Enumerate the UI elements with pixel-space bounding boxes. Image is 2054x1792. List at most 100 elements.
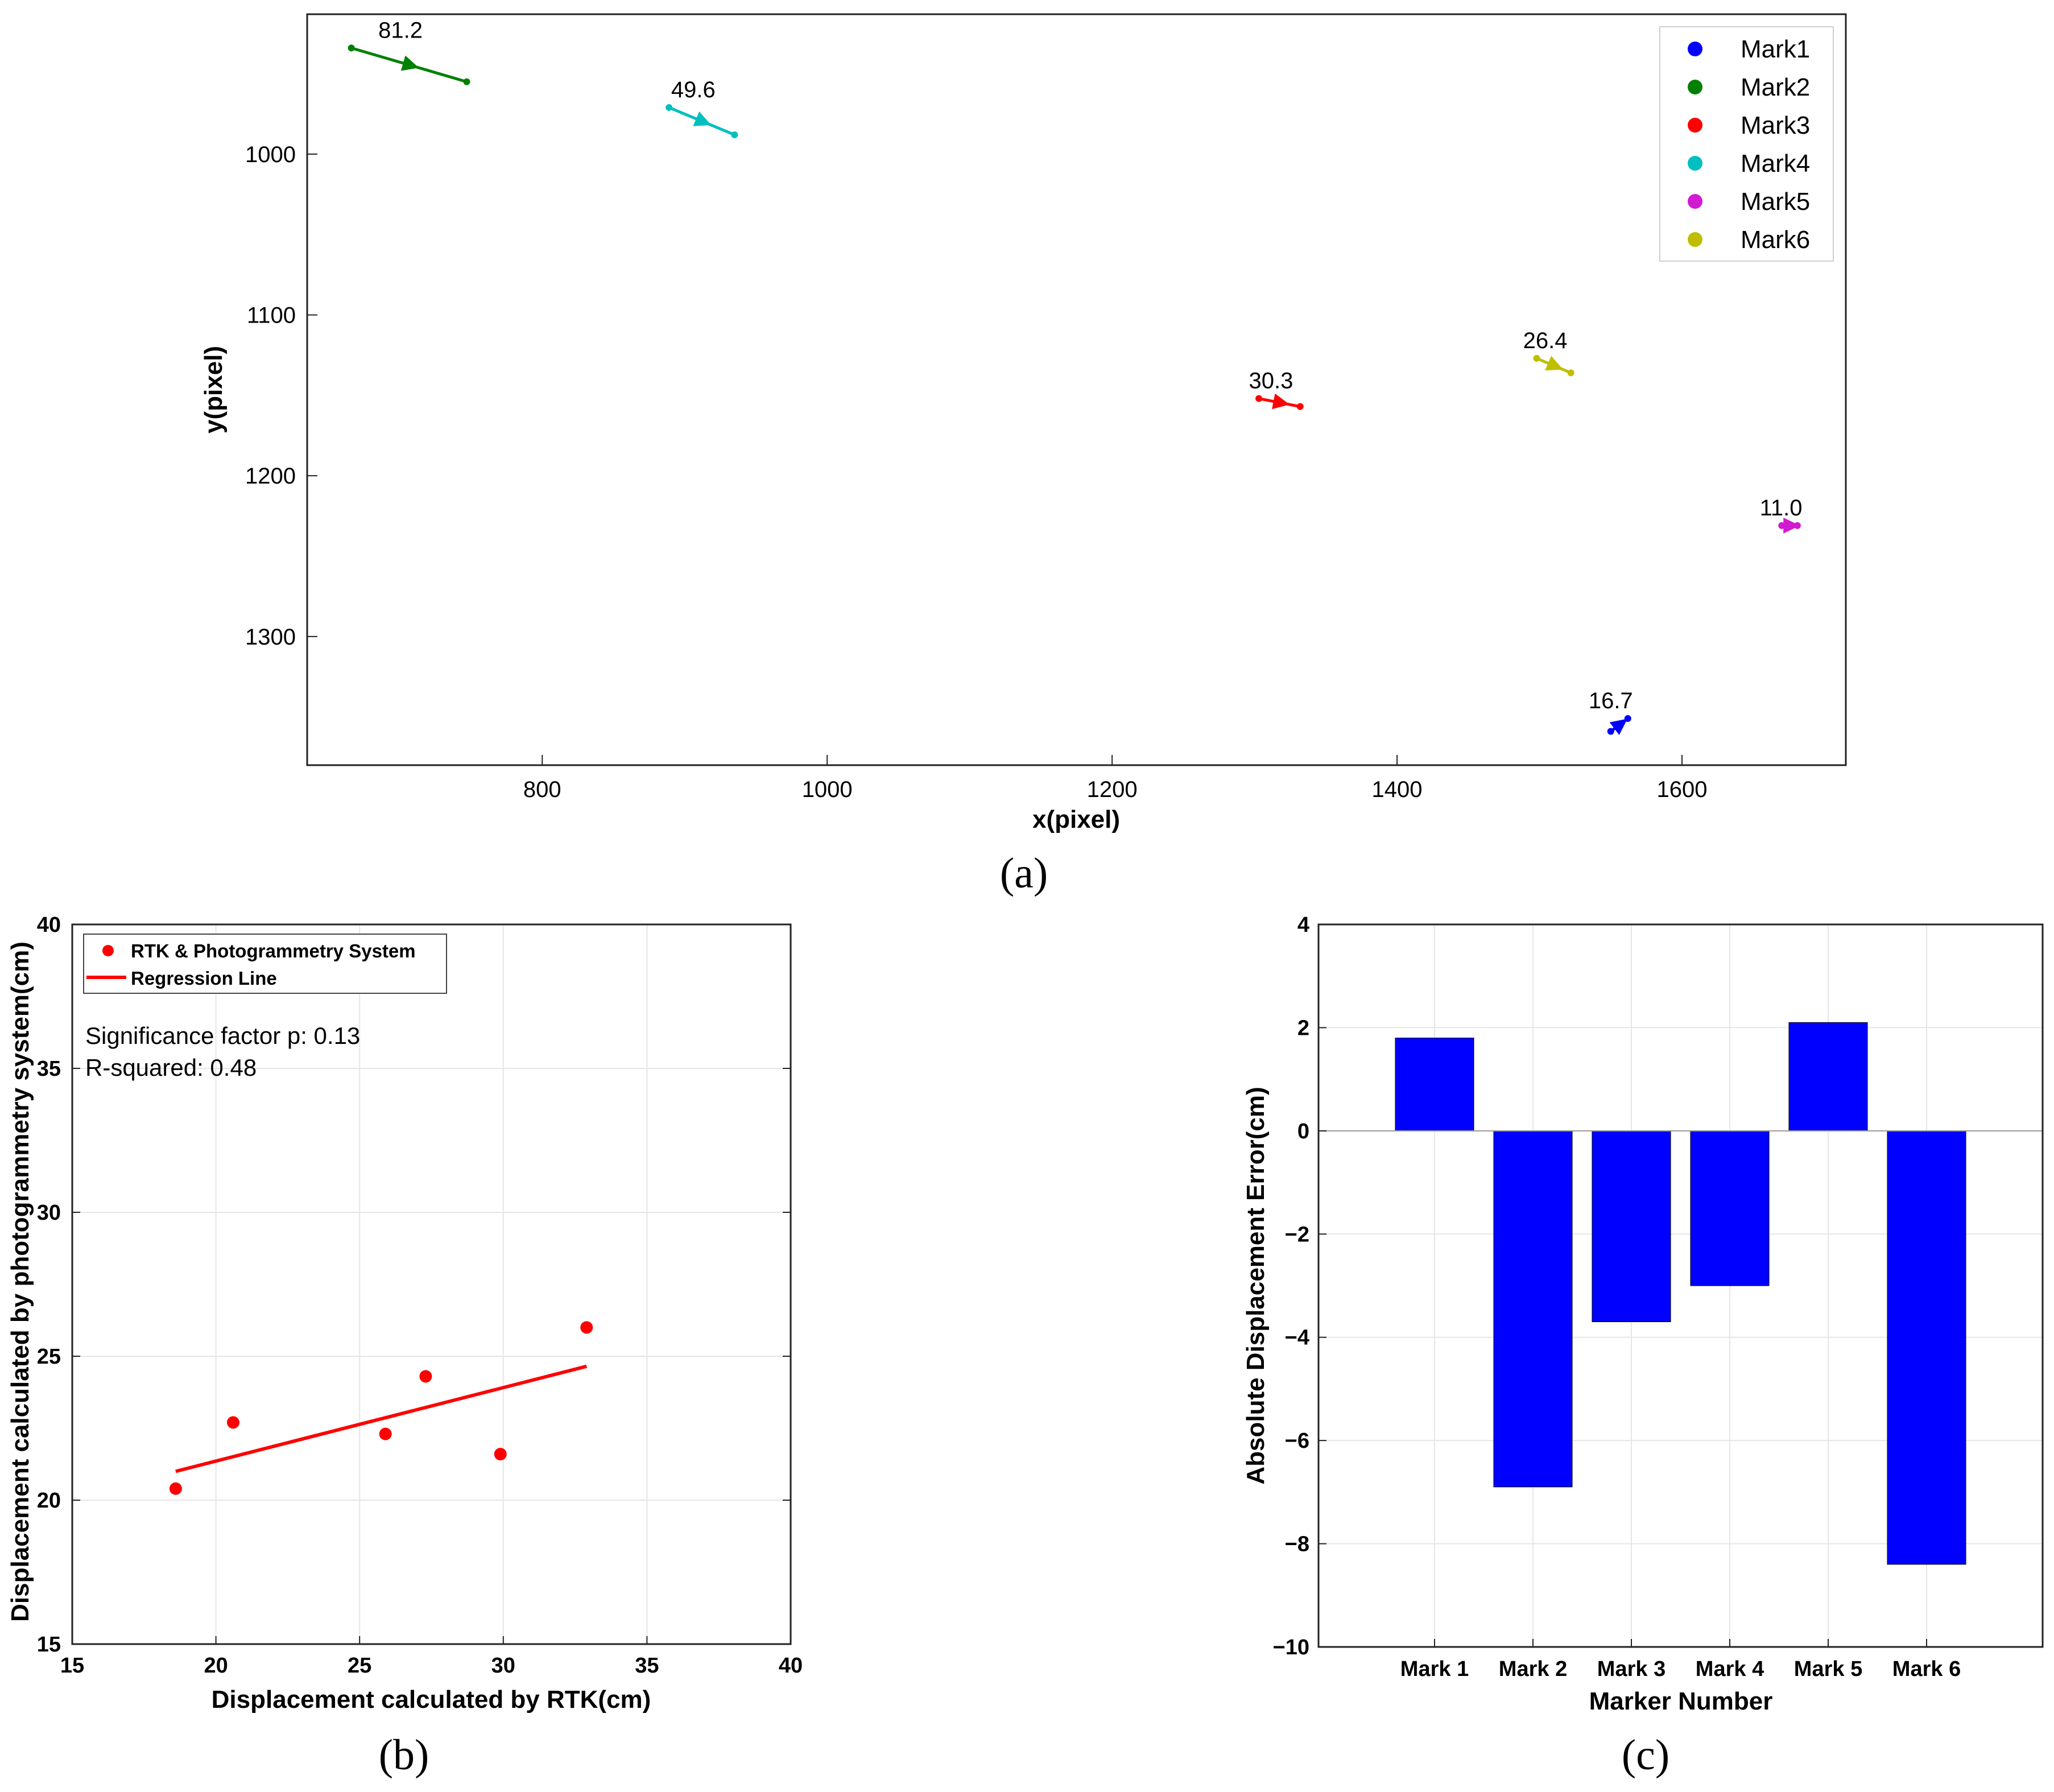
panel-a-scatter-plot: 800 1000 1200 1400 1600 1000 1100 1200 1300 16.7…: [200, 13, 1847, 897]
panel-b-legend-point-marker: [102, 945, 114, 956]
legend-marker-mark4: [1688, 156, 1702, 171]
data-point: [580, 1321, 593, 1334]
bar-3: [1592, 1130, 1671, 1323]
legend-marker-mark3: [1688, 118, 1702, 133]
panel-a-plot-frame: [306, 13, 1847, 766]
panel-b-plot-frame: [72, 924, 791, 1644]
vector-start-point: [666, 104, 673, 111]
panel-c-y-tick-label: 4: [1297, 913, 1309, 937]
vector-magnitude-label: 11.0: [1760, 496, 1803, 521]
panel-a-y-tick-label: 1000: [245, 142, 296, 167]
panel-a-y-axis-label: y(pixel): [200, 346, 228, 433]
panel-b-legend: RTK & Photogrammetry System Regression L…: [83, 934, 447, 994]
panel-b-y-tick-label: 20: [37, 1489, 61, 1513]
panel-b-x-tick-label: 15: [60, 1654, 84, 1678]
vector-start-point: [1533, 354, 1540, 362]
panel-c-bars: [1395, 1022, 1966, 1565]
panel-b-y-tick-label: 15: [37, 1633, 61, 1657]
panel-b-ticks: 15 20 25 30 35 40 15 20 25 30 35 40: [37, 913, 803, 1678]
panel-b-x-tick-label: 20: [204, 1654, 228, 1678]
panel-b-x-tick-label: 40: [779, 1654, 803, 1678]
vector-mark1: 16.7: [1589, 688, 1633, 736]
vector-arrowhead: [400, 55, 419, 71]
legend-marker-mark1: [1688, 42, 1702, 56]
panel-c-y-tick-label: −10: [1273, 1636, 1309, 1659]
panel-a-legend-box: [1659, 26, 1834, 262]
panel-a-x-tick-label: 1600: [1656, 777, 1707, 802]
panel-c-y-axis-label: Absolute Displacement Error(cm): [1242, 1087, 1270, 1484]
data-point: [226, 1416, 239, 1429]
panel-a-x-tick-label: 1400: [1372, 777, 1423, 802]
panel-c-x-tick-label: Mark 4: [1696, 1657, 1764, 1681]
data-point: [169, 1482, 182, 1495]
panel-b-regression-plot: 15 20 25 30 35 40 15 20 25 30 35 40 RTK & Photogram…: [6, 913, 803, 1779]
panel-c-y-tick-label: −2: [1285, 1223, 1309, 1246]
panel-c-bar-chart: Mark 1 Mark 2 Mark 3 Mark 4 Mark 5 Mark 6 4 2 0 −…: [1242, 913, 2044, 1779]
panel-b-legend-box: [83, 934, 447, 994]
vector-start-point: [1255, 395, 1263, 402]
legend-label-mark3: Mark3: [1741, 112, 1810, 139]
panel-c-y-tick-label: 2: [1297, 1016, 1309, 1040]
data-point: [379, 1427, 392, 1440]
vector-arrowhead: [1609, 719, 1628, 736]
panel-b-annotation-significance: Significance factor p: 0.13: [85, 1022, 360, 1049]
panel-b-y-tick-label: 25: [37, 1345, 61, 1369]
panel-c-label: (c): [1622, 1731, 1669, 1779]
vector-mark5: 11.0: [1760, 496, 1803, 534]
data-point: [419, 1370, 432, 1383]
regression-line: [175, 1364, 588, 1473]
vector-arrowhead: [1545, 356, 1564, 371]
panel-b-annotation-r-squared: R-squared: 0.48: [85, 1054, 257, 1081]
panel-b-label: (b): [379, 1731, 429, 1779]
panel-a-displacement-vectors: 16.7 81.2 30.3 49.6 11.0 26.4: [348, 18, 1803, 736]
panel-b-y-tick-label: 40: [37, 913, 61, 937]
panel-b-x-tick-label: 30: [491, 1654, 515, 1678]
panel-b-x-tick-label: 25: [348, 1654, 371, 1678]
panel-b-y-tick-label: 30: [37, 1201, 61, 1225]
panel-a-y-tick-label: 1300: [245, 625, 296, 650]
legend-marker-mark6: [1688, 232, 1702, 247]
legend-label-mark2: Mark2: [1741, 73, 1810, 101]
vector-end-point: [463, 78, 470, 85]
bar-5: [1788, 1022, 1868, 1132]
vector-magnitude-label: 49.6: [671, 77, 716, 102]
bar-2: [1493, 1130, 1573, 1488]
panel-a-y-tick-label: 1200: [245, 464, 296, 489]
panel-c-y-tick-label: −6: [1285, 1429, 1309, 1453]
legend-label-mark1: Mark1: [1741, 35, 1810, 63]
vector-magnitude-label: 30.3: [1249, 369, 1293, 394]
panel-c-x-tick-label: Mark 2: [1499, 1657, 1567, 1681]
panel-c-y-tick-label: −4: [1285, 1326, 1309, 1350]
vector-mark6: 26.4: [1523, 328, 1574, 377]
vector-magnitude-label: 16.7: [1589, 688, 1633, 713]
panel-c-x-axis-label: Marker Number: [1589, 1687, 1773, 1715]
vector-start-point: [348, 44, 355, 52]
panel-c-ticks: Mark 1 Mark 2 Mark 3 Mark 4 Mark 5 Mark 6 4 2 0 −…: [1273, 913, 1961, 1681]
panel-c-x-tick-label: Mark 5: [1794, 1657, 1862, 1681]
vector-end-point: [1567, 369, 1574, 377]
panel-b-legend-label-points: RTK & Photogrammetry System: [131, 940, 416, 961]
data-point: [494, 1448, 507, 1461]
vector-mark3: 30.3: [1249, 369, 1304, 410]
vector-mark2: 81.2: [348, 18, 470, 85]
legend-marker-mark5: [1688, 194, 1702, 209]
panel-c-x-tick-label: Mark 3: [1597, 1657, 1665, 1681]
legend-label-mark6: Mark6: [1741, 226, 1810, 254]
panel-c-plot-border: [1317, 923, 2044, 1648]
panel-a-legend: Mark1 Mark2 Mark3 Mark4 Mark5 Mark6: [1659, 26, 1834, 262]
bar-4: [1690, 1130, 1770, 1286]
panel-b-y-tick-label: 35: [37, 1057, 61, 1081]
vector-arrowhead: [1272, 393, 1290, 410]
vector-mark4: 49.6: [666, 77, 738, 138]
panel-a-ticks: 800 1000 1200 1400 1600 1000 1100 1200 1300: [245, 142, 1707, 802]
panel-a-y-tick-label: 1100: [247, 303, 296, 328]
panel-c-y-tick-label: −8: [1285, 1533, 1309, 1556]
panel-b-plot-border: [71, 923, 792, 1645]
panel-b-x-tick-label: 35: [635, 1654, 659, 1678]
legend-label-mark5: Mark5: [1741, 188, 1810, 216]
vector-magnitude-label: 26.4: [1523, 328, 1568, 353]
panel-a-x-tick-label: 800: [523, 777, 561, 802]
bar-1: [1395, 1038, 1474, 1132]
bar-6: [1887, 1130, 1966, 1565]
